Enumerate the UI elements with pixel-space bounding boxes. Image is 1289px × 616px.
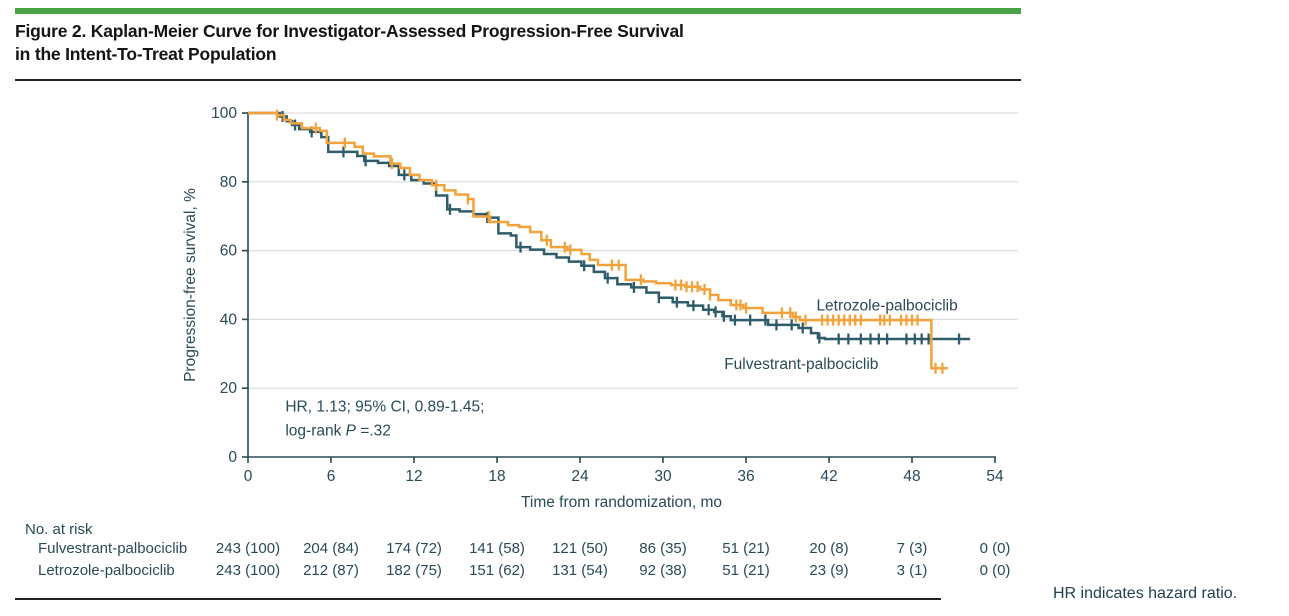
risk-cell: 141 (58) [469,540,525,557]
figure-footnote: HR indicates hazard ratio. [1053,585,1238,602]
y-tick-label: 40 [220,311,238,328]
risk-cell: 86 (35) [639,540,687,557]
hr-annotation-line1: HR, 1.13; 95% CI, 0.89-1.45; [285,399,484,416]
y-tick-label: 80 [220,174,238,191]
risk-row-label: Fulvestrant-palbociclib [38,540,188,557]
risk-cell: 174 (72) [386,540,442,557]
risk-cell: 23 (9) [809,562,849,579]
risk-cell: 243 (100) [215,562,281,579]
letrozole-palbociclib-curve-label: Letrozole-palbociclib [816,297,957,314]
risk-cell: 51 (21) [722,540,770,557]
risk-row-label: Letrozole-palbociclib [38,562,175,579]
x-tick-label: 48 [903,468,920,485]
risk-cell: 7 (3) [896,540,928,557]
bottom-rule [15,598,941,600]
x-tick-label: 24 [571,468,589,485]
title-rule [15,79,1021,81]
figure-title-line2: in the Intent-To-Treat Population [15,44,277,64]
risk-cell: 204 (84) [303,540,359,557]
risk-cell: 182 (75) [386,562,442,579]
figure-title: Figure 2. Kaplan-Meier Curve for Investi… [15,20,1021,66]
x-tick-label: 36 [737,468,754,485]
risk-cell: 212 (87) [303,562,359,579]
risk-cell: 51 (21) [722,562,770,579]
y-axis-label: Progression-free survival, % [182,188,199,382]
y-tick-label: 60 [220,243,238,260]
x-tick-label: 6 [327,468,336,485]
figure-title-line1: Figure 2. Kaplan-Meier Curve for Investi… [15,21,684,41]
risk-cell: 151 (62) [469,562,525,579]
x-tick-label: 18 [488,468,505,485]
risk-cell: 131 (54) [552,562,608,579]
letrozole-palbociclib-curve [248,111,948,370]
risk-cell: 92 (38) [639,562,687,579]
risk-cell: 121 (50) [552,540,608,557]
y-tick-label: 20 [220,380,238,397]
y-tick-label: 0 [228,449,237,466]
risk-cell: 3 (1) [896,562,928,579]
risk-table-title: No. at risk [25,521,93,538]
x-axis-label: Time from randomization, mo [521,494,722,511]
fulvestrant-palbociclib-curve-label: Fulvestrant-palbociclib [724,356,878,373]
y-tick-label: 100 [211,105,237,122]
risk-cell: 0 (0) [979,562,1011,579]
x-tick-label: 12 [405,468,422,485]
x-tick-label: 30 [654,468,672,485]
figure-accent-bar [15,8,1021,14]
x-tick-label: 54 [986,468,1004,485]
risk-cell: 243 (100) [215,540,281,557]
risk-cell: 0 (0) [979,540,1011,557]
x-tick-label: 0 [244,468,253,485]
hr-annotation-line2: log-rank P =.32 [285,423,391,440]
x-tick-label: 42 [820,468,837,485]
risk-cell: 20 (8) [809,540,849,557]
